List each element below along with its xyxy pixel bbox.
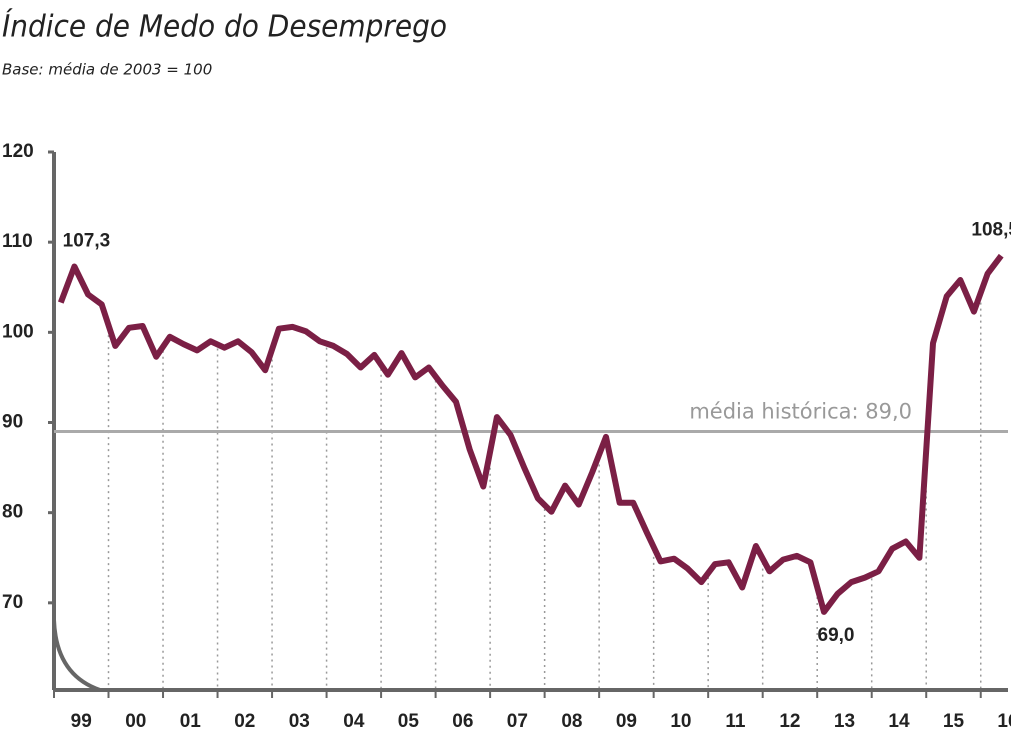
x-tick-label: 05: [398, 711, 420, 732]
y-tick-label: 100: [2, 321, 34, 342]
y-tick-label: 110: [2, 231, 33, 252]
x-tick-label: 13: [834, 711, 855, 732]
axis-break: [52, 619, 101, 692]
y-tick-label: 80: [2, 502, 23, 523]
x-tick-label: 10: [670, 711, 691, 732]
x-tick-label: 14: [888, 711, 910, 732]
x-tick-label: 12: [779, 711, 800, 732]
data-label: 107,3: [63, 231, 111, 252]
chart-subtitle: Base: média de 2003 = 100: [2, 61, 212, 79]
x-tick-label: 08: [561, 711, 582, 732]
x-tick-label: 16: [997, 711, 1011, 732]
y-tick-label: 70: [2, 592, 23, 613]
data-label: 108,5: [971, 220, 1011, 241]
x-tick-label: 99: [71, 711, 92, 732]
x-tick-label: 06: [452, 711, 473, 732]
reference-label: média histórica: 89,0: [689, 400, 912, 424]
x-tick-label: 01: [180, 711, 202, 732]
x-tick-label: 00: [125, 711, 146, 732]
data-label: 69,0: [818, 625, 855, 646]
x-tick-label: 11: [725, 711, 746, 732]
x-tick-label: 09: [616, 711, 637, 732]
y-tick-label: 120: [2, 141, 34, 162]
chart-title: Índice de Medo do Desemprego: [2, 9, 447, 45]
x-tick-label: 02: [234, 711, 255, 732]
x-tick-label: 15: [943, 711, 965, 732]
y-tick-label: 90: [2, 412, 23, 433]
data-line: [57, 253, 1004, 615]
x-tick-label: 07: [507, 711, 528, 732]
x-tick-label: 03: [289, 711, 310, 732]
x-tick-label: 04: [343, 711, 365, 732]
